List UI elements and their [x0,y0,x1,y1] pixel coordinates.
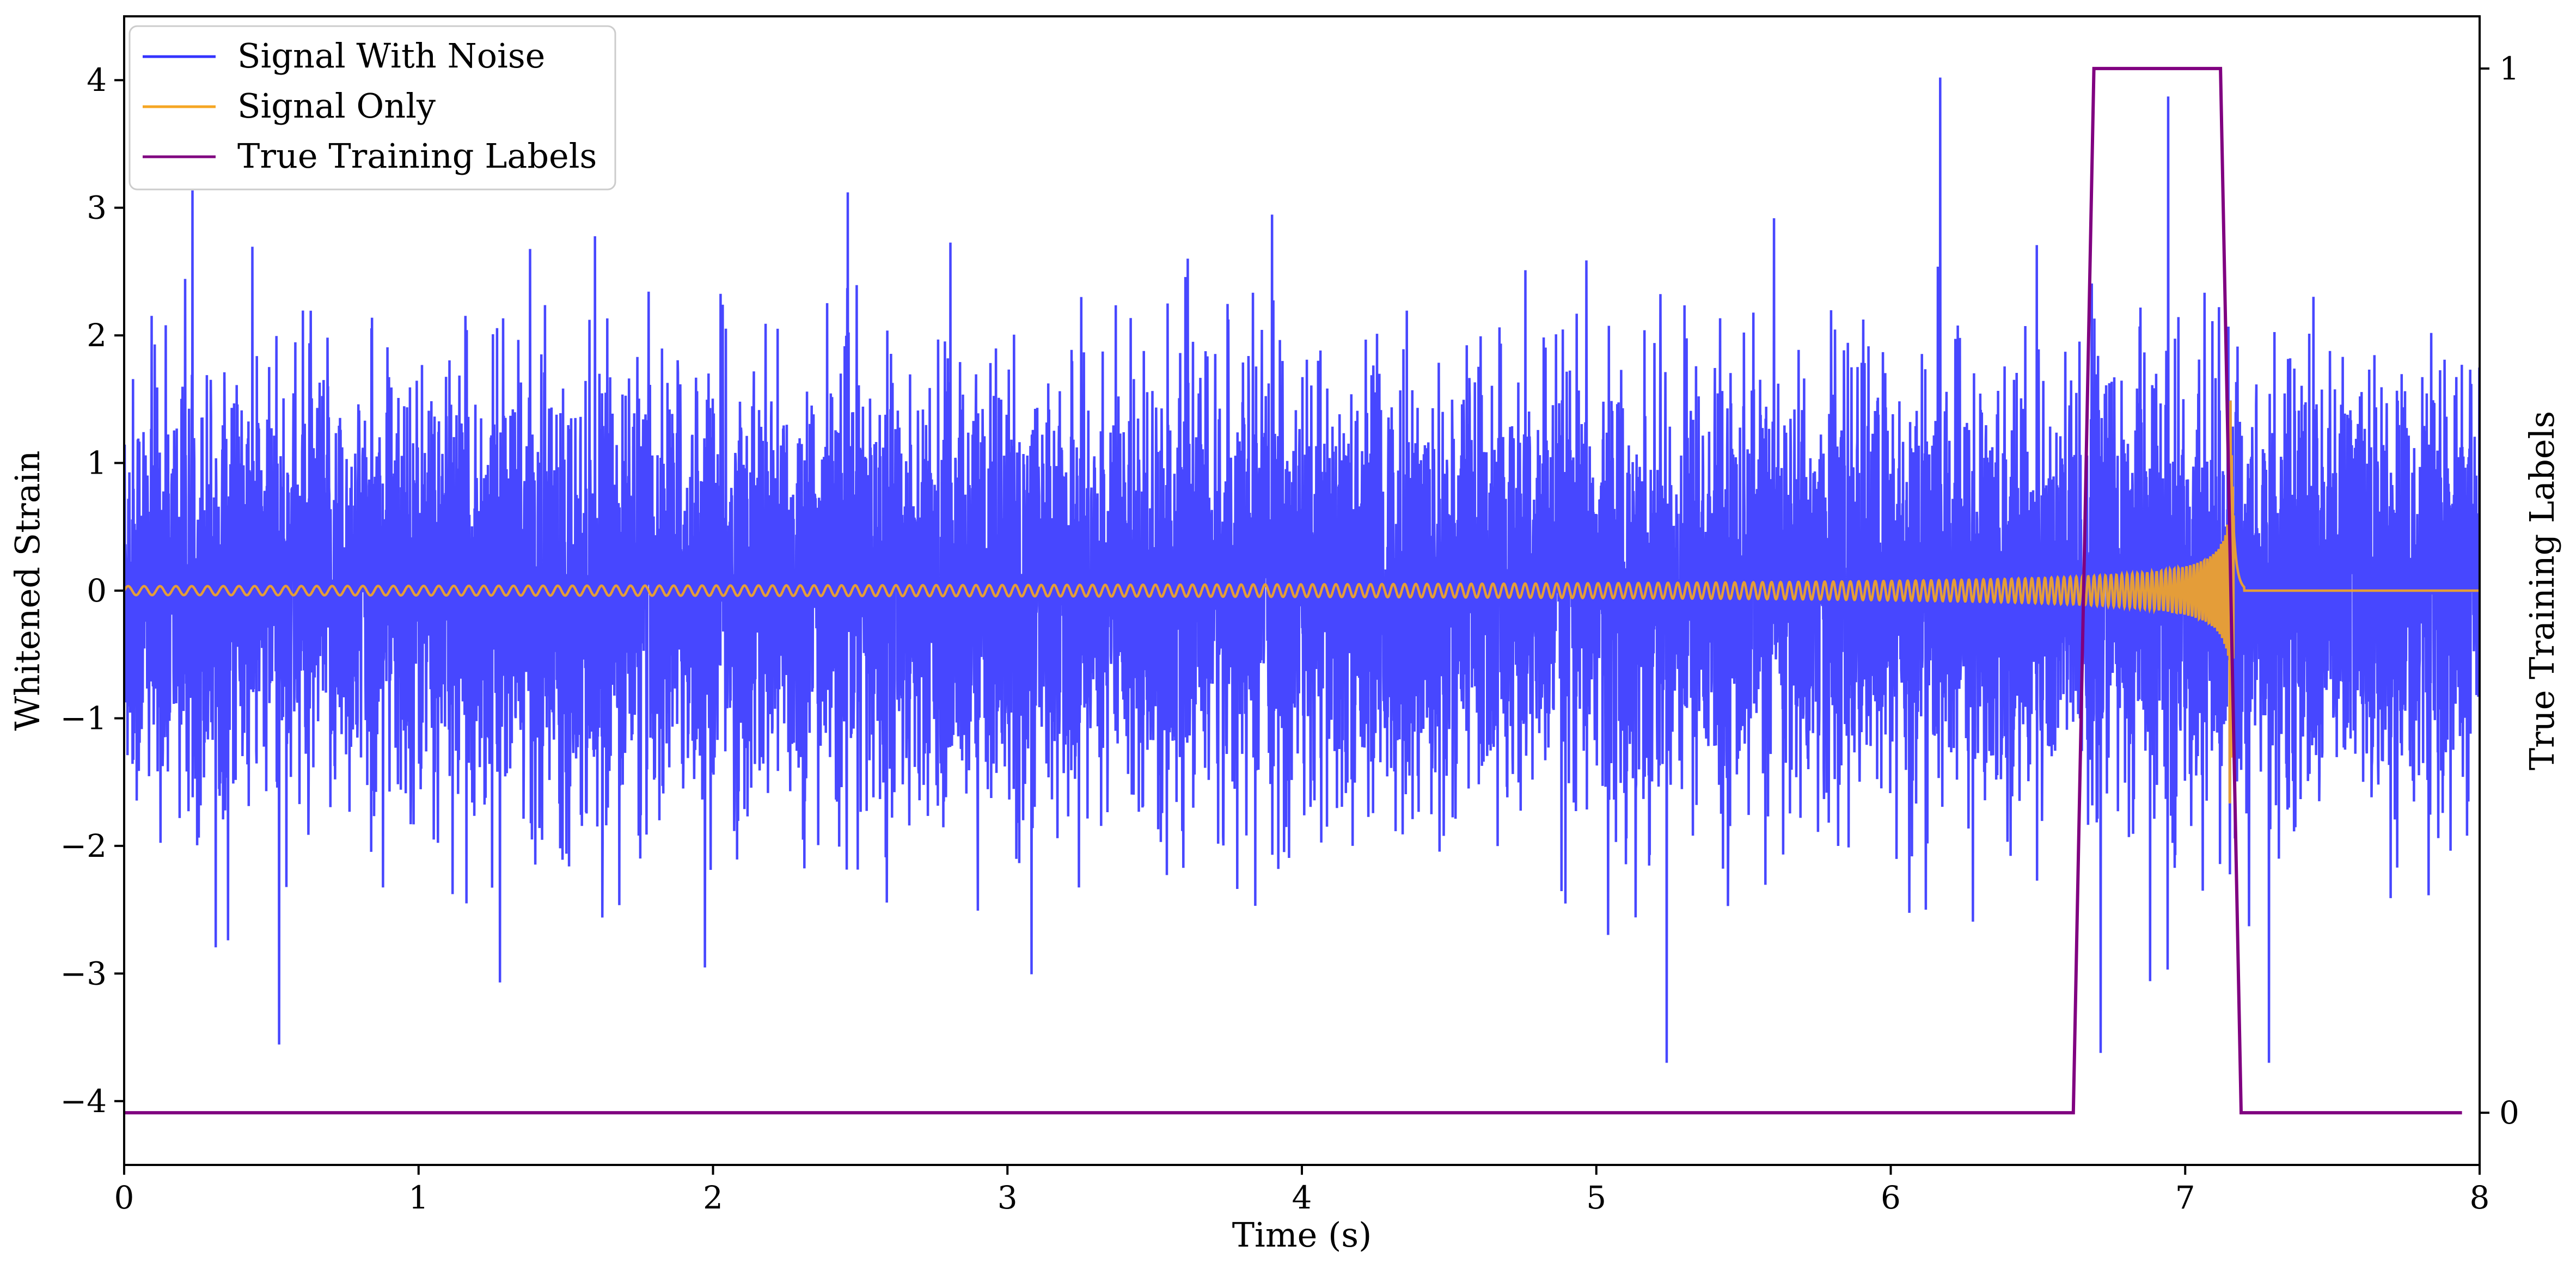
signal-with-noise-line [124,77,2480,1063]
x-tick-label: 2 [703,1179,723,1216]
series-signal-with-noise [124,77,2480,1063]
signal-only-line [124,400,2480,804]
legend: Signal With Noise Signal Only True Train… [129,25,616,191]
x-axis-label: Time (s) [1232,1215,1372,1255]
series-true-training-labels [124,66,2462,1115]
y-tick-label: −3 [60,955,107,992]
x-tick-label: 6 [1881,1179,1901,1216]
y-tick-label: 4 [87,62,107,99]
y-axis-label: Whitened Strain [8,451,47,731]
y-tick-label: 1 [87,445,107,482]
y-tick-label: 2 [87,317,107,354]
y-tick-label: −4 [60,1083,107,1120]
x-axis-ticks: 0 1 2 3 4 5 6 7 8 [114,1165,2490,1216]
x-tick-label: 8 [2470,1179,2490,1216]
x-tick-label: 3 [998,1179,1018,1216]
y-right-tick-label: 1 [2499,50,2519,87]
y-axis-ticks: −4 −3 −2 −1 0 1 2 3 4 [60,62,124,1120]
x-tick-label: 1 [408,1179,429,1216]
legend-label-signal-only: Signal Only [237,86,436,126]
legend-label-signal-with-noise: Signal With Noise [237,36,545,76]
y-right-tick-label: 0 [2499,1094,2519,1131]
true-training-labels-line [124,66,2462,1115]
y-tick-label: −2 [60,827,107,864]
x-tick-label: 0 [114,1179,134,1216]
legend-box [129,25,616,191]
y-right-axis-ticks: 01 [2480,50,2519,1131]
x-tick-label: 7 [2175,1179,2195,1216]
y-tick-label: 0 [87,572,107,609]
y-right-axis-label: True Training Labels [2522,411,2562,770]
y-tick-label: −1 [60,700,107,737]
series-signal-only [124,400,2480,804]
legend-label-true-training-labels: True Training Labels [237,136,597,176]
x-tick-label: 5 [1586,1179,1606,1216]
y-tick-label: 3 [87,189,107,226]
x-tick-label: 4 [1292,1179,1312,1216]
